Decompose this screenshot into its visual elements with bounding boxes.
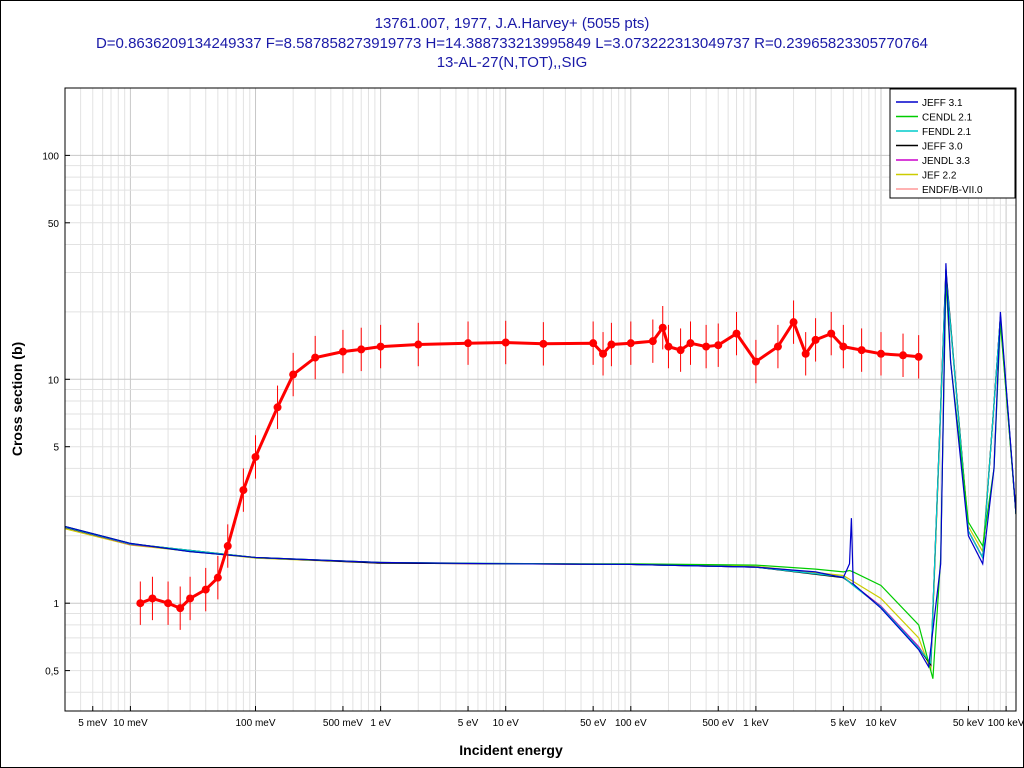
x-tick-label: 10 keV bbox=[865, 718, 896, 729]
x-tick-label: 5 eV bbox=[458, 718, 479, 729]
x-tick-label: 1 keV bbox=[743, 718, 769, 729]
x-tick-label: 500 meV bbox=[323, 718, 363, 729]
x-tick-label: 50 eV bbox=[580, 718, 606, 729]
x-tick-label: 5 keV bbox=[831, 718, 857, 729]
x-tick-label: 10 meV bbox=[113, 718, 148, 729]
x-tick-label: 5 meV bbox=[78, 718, 107, 729]
experimental-trace bbox=[139, 318, 919, 610]
legend-label: ENDF/B-VII.0 bbox=[922, 185, 983, 196]
x-tick-label: 100 meV bbox=[235, 718, 275, 729]
y-tick-label: 0,5 bbox=[45, 667, 59, 678]
x-tick-label: 10 eV bbox=[493, 718, 519, 729]
x-tick-label: 1 eV bbox=[370, 718, 391, 729]
legend-label: JEFF 3.0 bbox=[922, 142, 963, 153]
plot-area-frame bbox=[64, 87, 1017, 712]
legend-box bbox=[889, 88, 1016, 199]
chart-title-line-3: 13-AL-27(N,TOT),,SIG bbox=[437, 54, 588, 71]
legend-label: FENDL 2.1 bbox=[922, 127, 972, 138]
y-axis-label: Cross section (b) bbox=[9, 342, 25, 456]
x-tick-label: 100 eV bbox=[615, 718, 647, 729]
x-axis-label: Incident energy bbox=[459, 742, 563, 758]
series-layer bbox=[65, 263, 1016, 679]
x-tick-label: 50 keV bbox=[953, 718, 984, 729]
legend-label: CENDL 2.1 bbox=[922, 113, 973, 124]
legend: JEFF 3.1 CENDL 2.1 FENDL 2.1 JEFF 3.0 JENDL … bbox=[889, 88, 1016, 199]
axis-ticks: 5 meV 10 meV 100 meV 500 meV 1 eV 5 eV 10 eV 50… bbox=[42, 151, 1024, 729]
series-line bbox=[65, 263, 1016, 669]
chart-title-line-2: D=0.8636209134249337 F=8.587858273919773… bbox=[96, 35, 928, 52]
x-tick-label: 100 keV bbox=[988, 718, 1024, 729]
x-tick-label: 500 eV bbox=[702, 718, 734, 729]
y-tick-label: 5 bbox=[53, 443, 59, 454]
legend-label: JENDL 3.3 bbox=[922, 156, 970, 167]
legend-label: JEFF 3.1 bbox=[922, 98, 963, 109]
y-tick-label: 100 bbox=[42, 151, 59, 162]
chart-title-line-1: 13761.007, 1977, J.A.Harvey+ (5055 pts) bbox=[375, 15, 650, 32]
y-tick-label: 1 bbox=[53, 599, 59, 610]
y-tick-label: 50 bbox=[48, 219, 60, 230]
legend-label: JEF 2.2 bbox=[922, 171, 957, 182]
y-tick-label: 10 bbox=[48, 375, 60, 386]
